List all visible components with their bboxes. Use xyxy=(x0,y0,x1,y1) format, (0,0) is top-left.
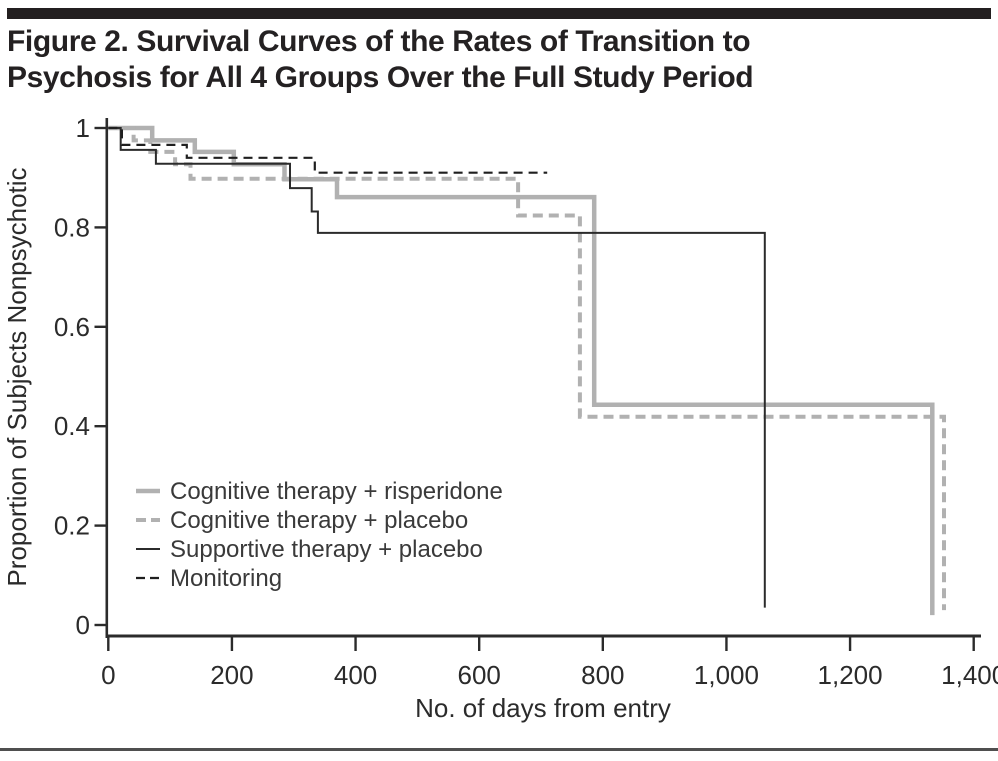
x-tick-label: 1,200 xyxy=(818,660,883,690)
legend-item-monitoring: Monitoring xyxy=(136,565,282,592)
figure-title-line1: Figure 2. Survival Curves of the Rates o… xyxy=(7,25,751,58)
x-tick-label: 800 xyxy=(581,660,624,690)
figure-title-line2: Psychosis for All 4 Groups Over the Full… xyxy=(7,61,754,94)
x-tick-label: 0 xyxy=(101,660,115,690)
legend-label-ct-risperidone: Cognitive therapy + risperidone xyxy=(170,478,503,505)
y-axis-title: Proportion of Subjects Nonpsychotic xyxy=(2,167,32,586)
curve-supportive-therapy-placebo xyxy=(108,127,766,608)
curve-monitoring xyxy=(108,126,548,174)
y-tick-label: 0.2 xyxy=(54,511,90,541)
y-tick-label: 0.4 xyxy=(54,411,90,441)
legend-label-ct-placebo: Cognitive therapy + placebo xyxy=(170,507,468,534)
header-rule-bar xyxy=(7,8,991,19)
y-tick-label: 0.8 xyxy=(54,212,90,242)
legend-item-ct-placebo: Cognitive therapy + placebo xyxy=(136,507,468,534)
y-tick-label: 1 xyxy=(76,113,90,143)
x-tick-label: 1,000 xyxy=(694,660,759,690)
legend-item-supportive-placebo: Supportive therapy + placebo xyxy=(136,536,483,563)
x-tick-label: 1,400 xyxy=(941,660,998,690)
x-tick-label: 200 xyxy=(210,660,253,690)
survival-curves xyxy=(108,125,946,616)
legend-item-ct-risperidone: Cognitive therapy + risperidone xyxy=(136,478,503,505)
x-tick-label: 400 xyxy=(334,660,377,690)
legend-label-monitoring: Monitoring xyxy=(170,565,282,592)
legend-label-supportive-placebo: Supportive therapy + placebo xyxy=(170,536,483,563)
chart-axes: 1 0.8 0.6 0.4 0.2 00 200 400 600 800 1,000 1,200 1,4… xyxy=(54,113,998,690)
footer-rule xyxy=(0,748,998,751)
y-tick-label: 0 xyxy=(76,610,90,640)
y-tick-label: 0.6 xyxy=(54,312,90,342)
figure-title: Figure 2. Survival Curves of the Rates o… xyxy=(7,24,967,96)
chart-legend: Cognitive therapy + risperidone Cognitiv… xyxy=(136,478,503,592)
x-axis-title: No. of days from entry xyxy=(415,693,671,723)
x-tick-label: 600 xyxy=(457,660,500,690)
